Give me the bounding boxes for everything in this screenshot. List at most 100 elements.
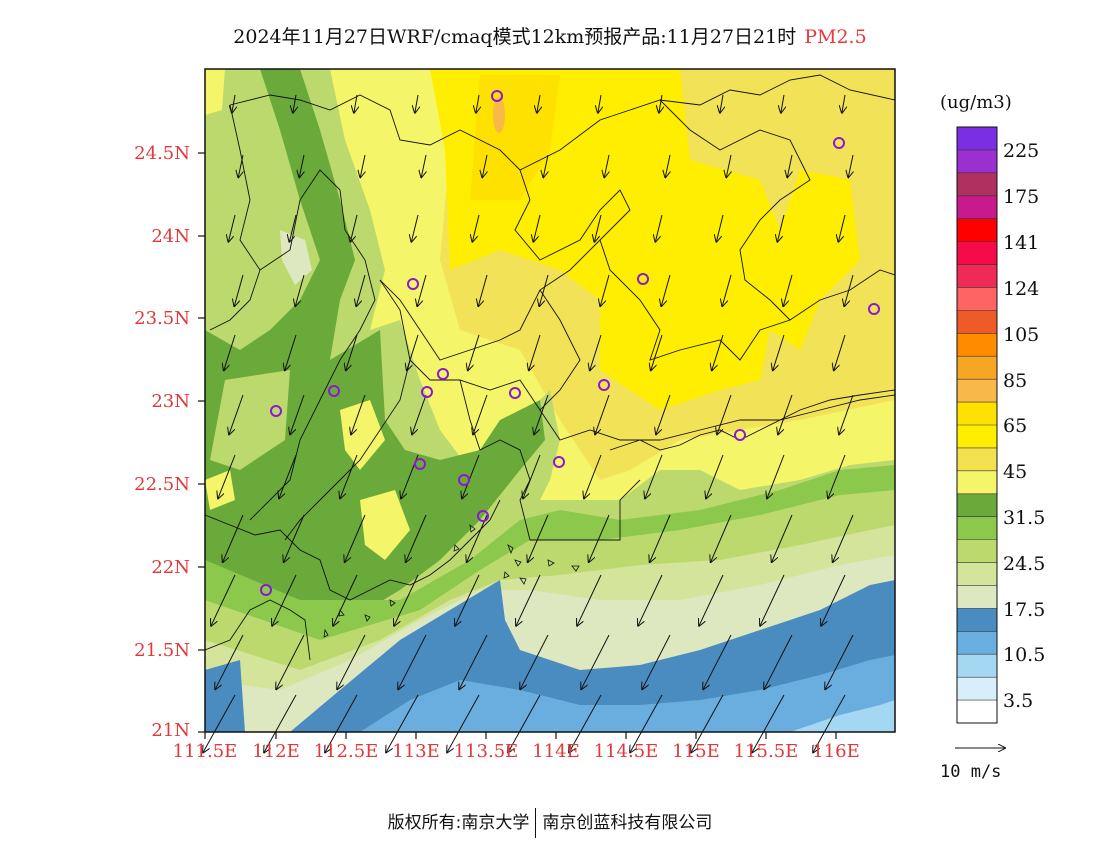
wind-arrow xyxy=(842,94,845,113)
wind-arrow xyxy=(720,94,723,113)
wind-arrow xyxy=(516,574,541,626)
wind-arrow xyxy=(778,394,793,434)
colorbar-swatch xyxy=(957,539,997,564)
wind-arrow xyxy=(284,514,305,562)
wind-arrow xyxy=(468,334,480,370)
colorbar-label: 124 xyxy=(1003,278,1040,300)
lon-label: 113E xyxy=(392,741,440,762)
colorbar-swatch xyxy=(957,470,997,495)
station-marker xyxy=(458,474,470,486)
lon-label: 112E xyxy=(252,741,300,762)
wind-arrow xyxy=(234,274,244,306)
wind-arrow xyxy=(473,394,488,434)
wind-arrow xyxy=(773,334,785,370)
colorbar-swatch xyxy=(957,631,997,655)
wind-arrow xyxy=(828,454,846,498)
station-marker xyxy=(270,405,282,417)
colorbar-swatch xyxy=(957,241,997,266)
lon-label: 116E xyxy=(812,741,860,762)
colorbar-swatch xyxy=(957,562,997,586)
reference-vector-label: 10 m/s xyxy=(940,762,1002,782)
station-marker xyxy=(414,458,426,470)
wind-arrow xyxy=(229,394,244,434)
colorbar-swatch xyxy=(957,425,997,449)
wind-arrow xyxy=(293,94,296,113)
wind-arrow xyxy=(529,334,541,370)
lat-label: 22N xyxy=(151,557,190,578)
colorbar-label: 10.5 xyxy=(1003,644,1046,666)
wind-arrow xyxy=(218,454,236,498)
wind-arrow xyxy=(421,154,426,177)
wind-arrow xyxy=(834,334,846,370)
wind-arrow xyxy=(520,634,549,689)
station-marker xyxy=(598,379,610,391)
wind-arrow xyxy=(346,334,358,370)
colorbar-swatch xyxy=(957,677,997,701)
wind-arrow xyxy=(478,274,488,306)
wind-arrow xyxy=(508,694,541,752)
wind-arrow xyxy=(777,214,785,242)
map-title: 2024年11月27日WRF/cmaq模式12km预报产品:11月27日21时 P… xyxy=(0,22,1100,49)
lat-label: 22.5N xyxy=(134,474,190,495)
wind-arrow xyxy=(642,634,671,689)
wind-arrow xyxy=(838,214,846,242)
wind-arrow xyxy=(333,574,358,626)
colorbar-swatch xyxy=(957,127,997,151)
title-pollutant: PM2.5 xyxy=(804,26,867,48)
wind-arrow xyxy=(848,154,853,177)
wind-arrow xyxy=(839,394,854,434)
wind-arrow xyxy=(783,274,793,306)
colorbar-label: 31.5 xyxy=(1003,507,1046,529)
station-marker xyxy=(509,387,521,399)
station-marker xyxy=(477,510,489,522)
station-marker xyxy=(260,584,272,596)
footer-separator xyxy=(535,808,537,838)
colorbar-label: 45 xyxy=(1003,461,1028,483)
wind-arrow xyxy=(472,214,480,242)
colorbar-label: 24.5 xyxy=(1003,553,1046,575)
wind-arrow xyxy=(360,154,365,177)
wind-arrow xyxy=(476,94,479,113)
colorbar-unit: (ug/m3) xyxy=(940,92,1012,113)
colorbar-swatch xyxy=(957,516,997,541)
colorbar-swatch xyxy=(957,379,997,403)
wind-arrow xyxy=(665,154,670,177)
station-marker xyxy=(328,385,340,397)
wind-arrow xyxy=(290,394,305,434)
wind-arrow xyxy=(411,214,419,242)
wind-arrow xyxy=(356,274,366,306)
wind-arrow xyxy=(386,694,419,752)
station-marker xyxy=(407,278,419,290)
wind-arrow xyxy=(722,274,732,306)
station-marker xyxy=(868,303,880,315)
wind-arrow xyxy=(656,394,671,434)
colorbar-label: 85 xyxy=(1003,370,1028,392)
colorbar-swatch xyxy=(957,654,997,678)
colorbar-swatch xyxy=(957,310,997,334)
wind-arrow xyxy=(716,214,724,242)
colorbar-label: 175 xyxy=(1003,186,1040,208)
footer: 版权所有:南京大学 南京创蓝科技有限公司 xyxy=(0,808,1100,838)
wind-arrow xyxy=(289,214,297,242)
lon-label: 115.5E xyxy=(733,741,799,762)
colorbar-label: 141 xyxy=(1003,232,1040,254)
wind-arrow xyxy=(655,214,663,242)
wind-arrow xyxy=(590,334,602,370)
wind-arrow xyxy=(467,514,488,562)
wind-arrow xyxy=(711,514,732,562)
colorbar-swatch xyxy=(957,402,997,426)
wind-arrow xyxy=(224,334,236,370)
wind-arrow xyxy=(600,274,610,306)
lon-label: 113.5E xyxy=(453,741,519,762)
monitoring-stations xyxy=(260,90,880,596)
wind-arrow xyxy=(659,94,662,113)
wind-arrow xyxy=(764,634,793,689)
footer-copyright: 版权所有:南京大学 xyxy=(387,813,530,833)
wind-arrow xyxy=(459,634,488,689)
colorbar-swatch xyxy=(957,447,997,472)
wind-arrow xyxy=(833,514,854,562)
station-marker xyxy=(833,137,845,149)
wind-arrow xyxy=(581,634,610,689)
colorbar-swatch xyxy=(957,149,997,174)
